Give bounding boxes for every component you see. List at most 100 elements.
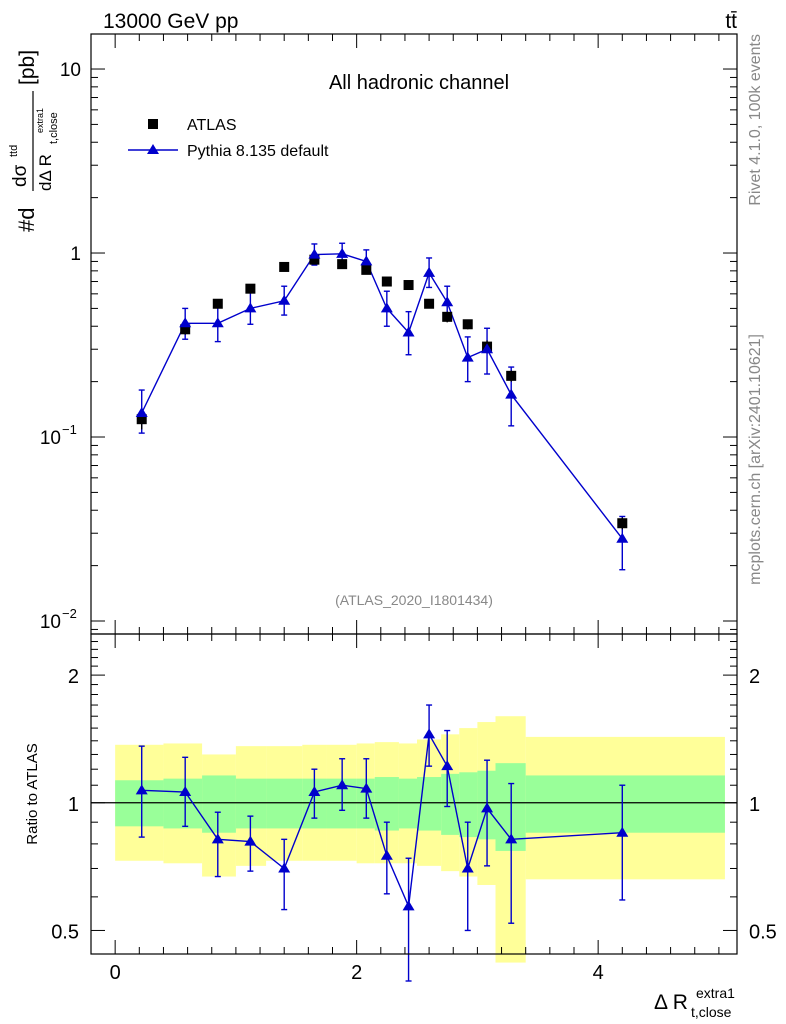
ratio-panel: 0.5 0.5 1 1 2 2 0 2 4 Ratio to ATLAS Δ R extra1 … [24,633,777,1020]
mc-point [616,532,629,543]
ratio-y-tick-label-left-2: 2 [68,666,79,688]
mc-point [179,317,192,328]
mc-point [308,248,321,259]
data-point [337,259,348,270]
ratio-frame [90,633,738,955]
legend: ATLAS Pythia 8.135 default [128,117,329,160]
data-point [617,518,628,529]
x-label-sup: extra1 [696,985,735,1001]
mcplots-label: mcplots.cern.ch [arXiv:2401.10621] [747,334,764,585]
uncertainty-band-inner [163,778,203,829]
main-y-tick-label-2: 1 [70,244,81,265]
analysis-tag: (ATLAS_2020_I1801434) [335,592,493,608]
y-label-denominator-sup: extra1 [35,108,45,133]
uncertainty-band-inner [266,778,303,829]
ratio-point [481,802,494,813]
data-point [136,414,147,425]
ratio-y-tick-label-right-2: 2 [749,666,760,688]
ratio-point [308,786,321,797]
ratio-point [423,728,436,739]
data-point [309,254,320,265]
ratio-point [505,833,518,844]
main-y-tick-label-exp-1: −1 [62,422,77,437]
uncertainty-band-inner [441,773,460,835]
data-point [245,283,256,294]
mc-point [360,255,373,266]
header-left-label: 13000 GeV pp [103,10,238,33]
ratio-y-tick-label-left-1: 1 [68,794,79,816]
ratio-x-tick-label-0: 0 [110,962,121,984]
legend-marker-pythia [147,144,159,154]
ratio-point [135,784,148,795]
ratio-y-label: Ratio to ATLAS [24,743,41,844]
data-point [424,298,435,309]
y-label-prefix: #d [14,208,39,232]
y-label-unit: [pb] [16,50,39,85]
uncertainty-band-inner [202,775,236,833]
ratio-y-tick-label-right-0: 0.5 [749,921,777,943]
main-y-tick-label-1: 10 [40,428,61,449]
mc-point [441,296,454,307]
ratio-point [402,900,415,911]
ratio-x-tick-label-2: 4 [593,962,604,984]
ratio-point [336,779,349,790]
mc-point [461,351,474,362]
mc-point [423,266,436,277]
rivet-label: Rivet 4.1.0, 100k events [747,34,764,206]
data-point [462,319,473,330]
ratio-point [616,826,629,837]
data-point [279,261,290,272]
ratio-y-tick-label-right-1: 1 [749,794,760,816]
y-label-denominator-sub: t,close [48,112,60,144]
ratio-point [441,760,454,771]
ratio-x-label: Δ R extra1 t,close [654,985,735,1020]
ratio-point [244,835,257,846]
mc-point [336,247,349,258]
ratio-point [211,833,224,844]
x-label-main: Δ R [654,991,688,1014]
data-point [180,324,191,335]
legend-marker-atlas [148,119,158,129]
y-label-denominator: dΔ R [36,154,55,191]
mc-point [135,407,148,418]
y-label-numerator-sup: ttd [8,145,20,157]
data-point [361,264,372,275]
ratio-series-line [141,732,623,909]
ratio-point [461,862,474,873]
legend-label-pythia: Pythia 8.135 default [187,143,329,160]
data-point [403,280,414,291]
mc-point [402,326,415,337]
y-label-numerator: dσ [10,164,31,187]
data-point [381,276,392,287]
mc-point [505,388,518,399]
mc-series-line [141,253,623,540]
uncertainty-band-inner [525,775,725,833]
main-y-tick-label-0: 10 [40,612,61,633]
mc-point [481,343,494,354]
mc-point [278,294,291,305]
main-y-tick-label-exp-0: −2 [62,606,77,621]
header-right-label: tt̄ [725,10,737,33]
mc-point [211,317,224,328]
ratio-plot-area: 0.5 0.5 1 1 2 2 0 2 4 [51,634,777,984]
ratio-point [360,782,373,793]
ratio-point [179,786,192,797]
data-point [212,298,223,309]
legend-label-atlas: ATLAS [187,117,237,134]
ratio-point [278,862,291,873]
ratio-x-tick-label-1: 2 [351,962,362,984]
uncertainty-band-inner [398,778,418,829]
mc-point [380,302,393,313]
ratio-point [380,849,393,860]
data-point [442,311,453,322]
mc-point [244,302,257,313]
data-point [506,370,517,381]
main-title: All hadronic channel [329,72,509,94]
x-label-sub: t,close [691,1004,732,1020]
ratio-y-tick-label-left-0: 0.5 [51,921,79,943]
main-y-label: #d dσ ttd dΔ R t,close extra1 [pb] [8,50,60,232]
uncertainty-band-inner [459,772,478,838]
